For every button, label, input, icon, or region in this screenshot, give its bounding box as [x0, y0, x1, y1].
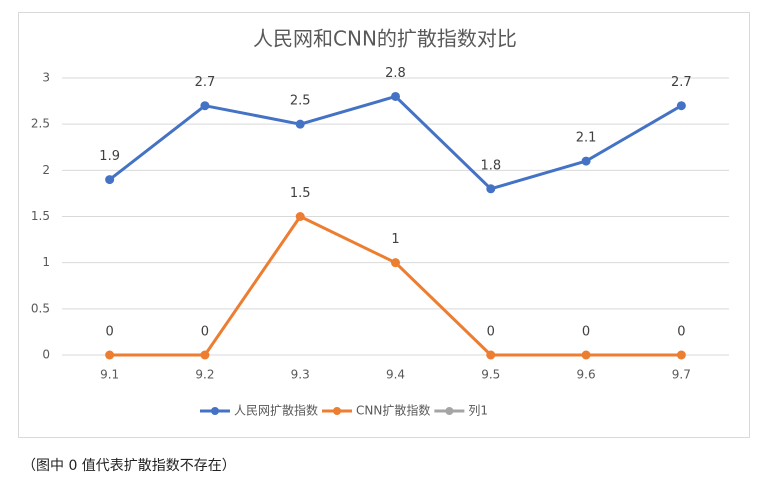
legend-marker — [333, 407, 342, 415]
x-tick-label: 9.2 — [195, 368, 214, 382]
chart-frame — [18, 12, 750, 438]
legend-marker — [211, 407, 219, 415]
point — [391, 258, 400, 268]
chart-title: 人民网和CNN的扩散指数对比 — [253, 27, 517, 51]
data-label: 2.7 — [195, 75, 216, 90]
point — [581, 156, 591, 166]
data-label: 0 — [201, 325, 209, 340]
point — [105, 175, 115, 185]
data-label: 2.5 — [290, 94, 311, 109]
point — [391, 91, 400, 101]
x-tick-label: 9.1 — [100, 368, 119, 382]
point — [486, 184, 496, 194]
data-label: 0 — [582, 325, 590, 340]
point — [581, 350, 591, 360]
y-tick-label: 3 — [42, 71, 50, 85]
data-label: 2.8 — [385, 66, 406, 81]
x-tick-label: 9.7 — [672, 368, 691, 382]
legend-label: 列1 — [468, 404, 488, 418]
y-tick-label: 1 — [42, 255, 50, 269]
x-tick-label: 9.4 — [386, 368, 405, 382]
y-tick-label: 2 — [42, 163, 50, 177]
y-tick-label: 1.5 — [31, 209, 50, 223]
data-label: 1.9 — [99, 149, 120, 164]
x-tick-label: 9.5 — [481, 368, 500, 382]
y-tick-label: 2.5 — [31, 117, 50, 131]
point — [486, 350, 496, 360]
point — [676, 350, 686, 360]
point — [295, 212, 305, 221]
data-label: 0 — [677, 325, 685, 340]
caption: （图中 0 值代表扩散指数不存在） — [22, 458, 236, 474]
point — [200, 101, 210, 111]
data-label: 0 — [106, 325, 114, 340]
data-label: 2.1 — [576, 131, 597, 146]
data-label: 1.5 — [290, 186, 311, 201]
data-label: 1 — [391, 232, 399, 247]
y-tick-label: 0 — [42, 348, 50, 362]
point — [105, 350, 115, 360]
y-tick-label: 0.5 — [31, 301, 50, 315]
data-label: 0 — [487, 325, 495, 340]
legend-label: 人民网扩散指数 — [234, 403, 318, 418]
legend-marker — [445, 407, 454, 415]
legend-label: CNN扩散指数 — [356, 403, 430, 418]
point — [295, 119, 305, 129]
point — [200, 350, 210, 360]
data-label: 1.8 — [480, 158, 501, 173]
x-tick-label: 9.3 — [291, 368, 310, 382]
x-tick-label: 9.6 — [577, 368, 596, 382]
point — [676, 101, 686, 111]
data-label: 2.7 — [671, 75, 692, 90]
